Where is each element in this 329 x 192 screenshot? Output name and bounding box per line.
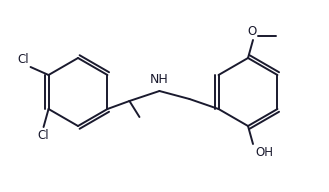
- Text: OH: OH: [255, 146, 273, 159]
- Text: Cl: Cl: [17, 53, 29, 66]
- Text: O: O: [247, 25, 257, 38]
- Text: Cl: Cl: [38, 129, 49, 142]
- Text: NH: NH: [150, 73, 169, 86]
